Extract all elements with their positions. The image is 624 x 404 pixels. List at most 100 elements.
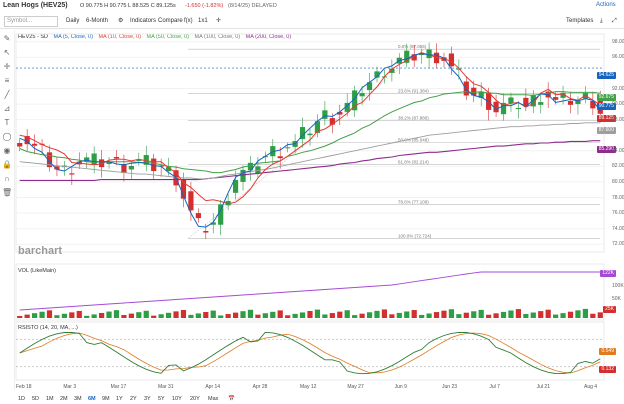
volume-bar <box>263 313 268 318</box>
volume-bar <box>278 310 283 318</box>
volume-bar <box>553 315 558 318</box>
volume-bar <box>39 312 44 318</box>
y-tick-label: 88.000 <box>612 117 624 123</box>
y-tick-label: 90.000 <box>612 101 624 107</box>
volume-bar <box>181 310 186 318</box>
candle-body <box>129 166 134 170</box>
price-label-9462: 94.625 <box>597 72 616 79</box>
volume-bar <box>159 314 164 318</box>
volume-bar <box>248 310 253 318</box>
volume-bar <box>300 312 305 318</box>
rsi-line <box>20 332 601 373</box>
volume-bar <box>456 314 461 318</box>
volume-bar <box>69 312 74 318</box>
timeframe-5d[interactable]: 5D <box>32 396 39 402</box>
volume-bar <box>412 310 417 318</box>
volume-bar <box>84 316 89 318</box>
volume-bar <box>560 313 565 318</box>
volume-bar <box>479 310 484 318</box>
fib-label: 0.0% (97.055) <box>398 44 427 49</box>
volume-bar <box>129 314 134 318</box>
timeframe-3y[interactable]: 3Y <box>144 396 151 402</box>
timeframe-2m[interactable]: 2M <box>60 396 68 402</box>
timeframe-6m[interactable]: 6M <box>88 396 96 402</box>
volume-bar <box>575 310 580 318</box>
volume-bar <box>568 312 573 318</box>
candle-body <box>278 156 283 158</box>
fib-retracement: 0.0% (97.055)23.6% (91.384)38.2% (87.880… <box>188 44 600 238</box>
volume-bar <box>240 311 245 318</box>
y-tick-label: 98.000 <box>612 39 624 45</box>
candle-body <box>17 143 22 147</box>
volume-bar <box>315 310 320 318</box>
timeframe-10y[interactable]: 10Y <box>172 396 182 402</box>
volume-line <box>20 272 601 310</box>
candle-body <box>196 213 201 218</box>
volume-bar <box>32 313 37 318</box>
volume-bar <box>270 312 275 318</box>
candle-body <box>188 191 193 210</box>
timeframe-20y[interactable]: 20Y <box>190 396 200 402</box>
timeframe-2y[interactable]: 2Y <box>130 396 137 402</box>
y-tick-label: 92.000 <box>612 86 624 92</box>
volume-bar <box>106 312 111 318</box>
volume-bar <box>173 311 178 318</box>
moving-averages <box>20 53 601 227</box>
timeframe-1m[interactable]: 1M <box>46 396 54 402</box>
price-label-9267: 92.675 <box>597 94 616 101</box>
volume-bar <box>345 310 350 318</box>
volume-legend[interactable]: VOL (LikeMain) <box>18 268 56 274</box>
volume-bar <box>92 314 97 318</box>
timeframe-3m[interactable]: 3M <box>74 396 82 402</box>
calendar-icon[interactable]: 📅 <box>228 396 235 402</box>
volume-bar <box>255 315 260 318</box>
rsi-stochastic <box>16 332 604 373</box>
volume-bar <box>337 312 342 318</box>
timeframe-max[interactable]: Max <box>208 396 218 402</box>
vol-tick-50k: 50K <box>612 296 621 302</box>
x-tick-label: Jun 9 <box>395 384 407 390</box>
volume-bar <box>226 314 231 318</box>
volume-bar <box>546 310 551 318</box>
candle-body <box>359 93 364 96</box>
fib-label: 23.6% (91.384) <box>398 88 429 93</box>
volume-bar <box>144 311 149 318</box>
x-tick-label: Aug 4 <box>584 384 597 390</box>
x-tick-label: Apr 28 <box>253 384 268 390</box>
volume-label-bottom: 25K <box>603 306 616 313</box>
volume-bar <box>486 315 491 318</box>
candle-body <box>121 164 126 173</box>
y-tick-label: 96.000 <box>612 54 624 60</box>
timeframe-9m[interactable]: 9M <box>102 396 110 402</box>
candle-body <box>553 97 558 100</box>
rsi-legend[interactable]: RSISTO (14, 20, MA, ...) <box>18 325 78 331</box>
volume-bar <box>464 313 469 318</box>
volume-bar <box>62 314 67 318</box>
candle-body <box>307 134 312 136</box>
y-tick-label: 78.000 <box>612 195 624 201</box>
timeframe-1y[interactable]: 1Y <box>116 396 123 402</box>
volume-bar <box>434 312 439 318</box>
volume-bar <box>501 312 506 318</box>
candle-body <box>32 144 37 146</box>
x-tick-label: May 12 <box>300 384 316 390</box>
candle-body <box>464 81 469 95</box>
volume-bar <box>114 310 119 318</box>
candle-body <box>218 205 223 225</box>
candle-body <box>426 50 431 59</box>
timeframe-1d[interactable]: 1D <box>18 396 25 402</box>
volume-bar <box>233 313 238 318</box>
x-tick-label: Apr 14 <box>205 384 220 390</box>
timeframe-5y[interactable]: 5Y <box>158 396 165 402</box>
volume-bar <box>121 315 126 318</box>
rsi-label-upper: 0.549 <box>599 348 616 355</box>
rsi-label-lower: 0.132 <box>599 366 616 373</box>
x-tick-label: Mar 17 <box>111 384 127 390</box>
volume-bar <box>374 311 379 318</box>
volume-bar <box>17 316 22 318</box>
volume-bar <box>389 314 394 318</box>
volume-bar <box>151 316 156 318</box>
volume-bars <box>17 272 603 318</box>
volume-bar <box>590 314 595 318</box>
